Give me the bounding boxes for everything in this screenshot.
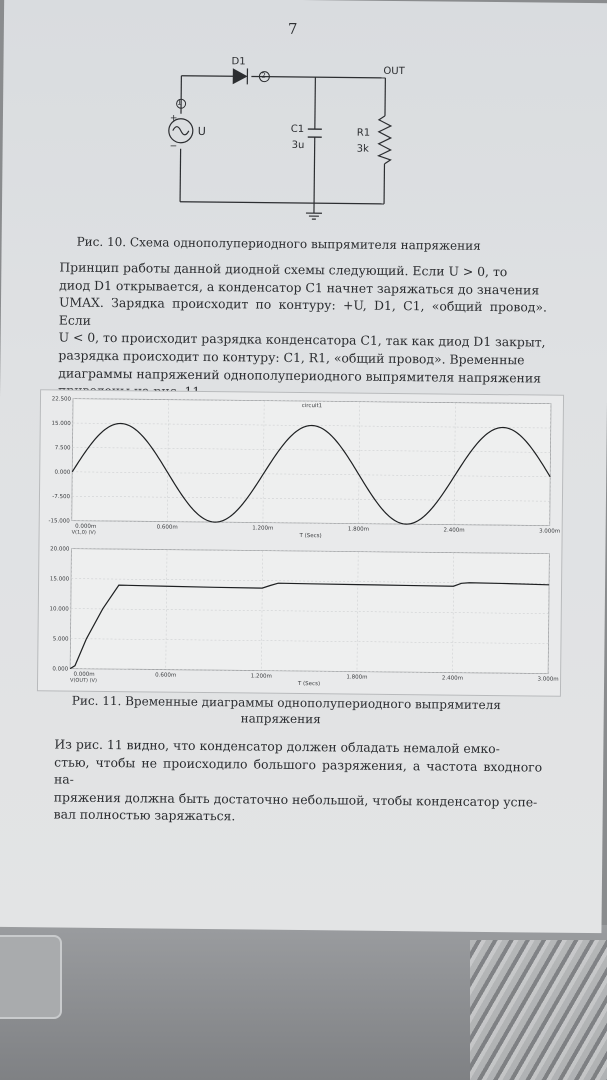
text-line: UMAX. Зарядка происходит по контуру: +U,… <box>58 294 548 328</box>
source-plus: + <box>169 113 178 124</box>
gridline-v <box>452 552 455 673</box>
plot-area <box>71 398 552 527</box>
y-tick-label: 20.000 <box>50 546 70 552</box>
res-value: 3k <box>356 143 369 155</box>
cap-label: C1 <box>290 123 305 136</box>
voltage-source-symbol <box>168 98 194 144</box>
x-tick-label: 1.200m <box>251 673 272 679</box>
source-minus: − <box>169 141 178 152</box>
figure-10-caption: Рис. 10. Схема однополупериодного выпрям… <box>76 234 481 253</box>
resistor-r1-symbol <box>376 115 393 165</box>
wire-top-right <box>251 75 386 79</box>
paragraph-principle: Принцип работы данной диодной схемы след… <box>58 258 547 404</box>
gridline-v <box>69 548 72 669</box>
gridline-v <box>358 401 361 524</box>
y-tick-label: 5.000 <box>53 636 69 642</box>
source-node-label: 1 <box>177 98 182 107</box>
plot-area <box>69 548 550 675</box>
y-tick-label: 0.000 <box>52 666 68 672</box>
y-tick-label: 15.000 <box>51 421 71 427</box>
out-label: OUT <box>383 65 405 78</box>
x-tick-label: 0.600m <box>157 525 178 531</box>
x-tick-label: 1.800m <box>348 527 369 533</box>
output-voltage-chart: 20.000 15.000 10.000 5.000 0.000 0.000m 0.600m… <box>50 546 559 687</box>
diode-d1-symbol <box>232 68 249 85</box>
y-tick-label: -15.000 <box>48 518 70 524</box>
figure-11-caption-line2: напряжения <box>240 711 321 727</box>
wire-bottom <box>180 201 385 205</box>
x-axis-label: T (Secs) <box>298 533 321 539</box>
paragraph-conclusion: Из рис. 11 видно, что конденсатор должен… <box>54 735 543 828</box>
diode-label: D1 <box>231 56 246 68</box>
input-voltage-chart: 22.500 15.000 7.500 0.000 -7.500 -15.000 0.000… <box>48 396 560 539</box>
y-tick-label: -7.500 <box>52 494 70 500</box>
rectifier-circuit-diagram <box>168 68 393 220</box>
x-tick-label: 0.000m <box>74 672 95 678</box>
x-tick-label: 1.800m <box>346 675 367 681</box>
node-2-label: 2 <box>261 71 266 80</box>
res-label: R1 <box>356 127 371 139</box>
gridline-v <box>261 550 263 671</box>
gridline-v <box>453 402 456 525</box>
x-tick-label: 2.400m <box>442 676 463 682</box>
source-label: U <box>197 124 206 138</box>
gridline-v <box>547 553 550 674</box>
gridline-v <box>262 400 265 523</box>
document-page: 7 <box>0 0 607 934</box>
x-axis-label: T (Secs) <box>297 681 320 687</box>
laptop-corner <box>0 935 62 1019</box>
capacitor-c1-symbol <box>307 128 322 138</box>
gridline-v <box>71 398 74 521</box>
cap-value: 3u <box>291 139 305 152</box>
gridline-v <box>165 549 168 670</box>
figure-11-caption-line1: Рис. 11. Временные диаграммы однополупер… <box>71 693 501 713</box>
y-tick-label: 10.000 <box>50 606 70 612</box>
series-label: V(OUT) (V) <box>70 678 97 684</box>
x-tick-label: 2.400m <box>443 528 464 534</box>
node-2-marker <box>258 71 270 83</box>
series-label: V(1,0) (V) <box>72 530 96 536</box>
desk-clutter <box>470 940 607 1080</box>
y-tick-label: 15.000 <box>50 576 70 582</box>
series-line-v10 <box>71 422 551 525</box>
x-tick-label: 1.200m <box>252 526 273 532</box>
y-tick-label: 7.500 <box>55 445 71 451</box>
gridline-v <box>167 399 169 522</box>
oscillogram-figure: 22.500 15.000 7.500 0.000 -7.500 -15.000 0.000… <box>36 389 565 697</box>
series-line-vout <box>69 582 550 670</box>
x-tick-label: 0.600m <box>155 672 176 678</box>
y-tick-label: 22.500 <box>52 396 72 402</box>
x-tick-label: 3.000m <box>539 529 560 535</box>
gridline-v <box>356 551 359 672</box>
wire-top-left <box>181 75 234 77</box>
gridline-v <box>549 403 552 526</box>
chart-title: circuit1 <box>302 403 322 409</box>
text-line: стью, чтобы не происходило большого разр… <box>53 754 543 787</box>
ground-symbol <box>305 212 322 220</box>
x-tick-label: 3.000m <box>538 677 559 683</box>
page-number: 7 <box>287 19 298 38</box>
y-tick-label: 0.000 <box>54 470 70 476</box>
x-tick-label: 0.000m <box>75 524 96 530</box>
